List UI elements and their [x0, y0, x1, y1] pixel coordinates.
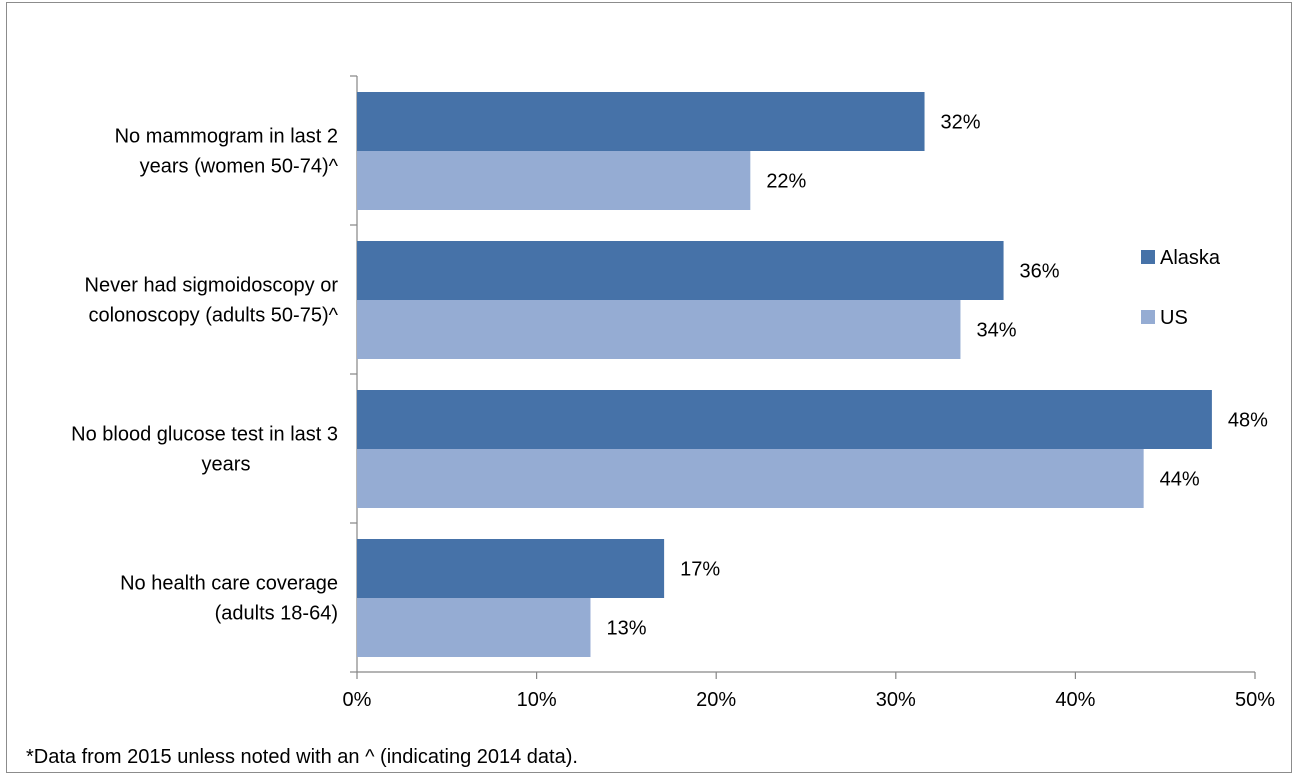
category-label: No mammogram in last 2: [115, 126, 338, 148]
bar-alaska-1: [357, 92, 925, 151]
category-label: Never had sigmoidoscopy or: [85, 275, 339, 297]
data-label: 48%: [1228, 410, 1268, 432]
footnote: *Data from 2015 unless noted with an ^ (…: [26, 746, 578, 768]
x-tick-label: 40%: [1055, 689, 1095, 711]
x-tick-label: 30%: [876, 689, 916, 711]
category-label: colonoscopy (adults 50-75)^: [88, 305, 338, 327]
legend-label: US: [1160, 307, 1188, 329]
data-label: 36%: [1020, 261, 1060, 283]
bar-us-2: [357, 300, 961, 359]
bar-alaska-4: [357, 539, 665, 598]
bar-us-3: [357, 449, 1144, 508]
x-tick-label: 20%: [696, 689, 736, 711]
category-label: years: [202, 454, 251, 476]
data-label: 34%: [976, 320, 1016, 342]
bar-alaska-2: [357, 241, 1004, 300]
data-label: 22%: [766, 171, 806, 193]
category-label: years (women 50-74)^: [140, 156, 339, 178]
category-label: No blood glucose test in last 3: [71, 424, 338, 446]
bar-alaska-3: [357, 390, 1212, 449]
legend-label: Alaska: [1160, 247, 1221, 269]
legend-swatch-alaska: [1141, 250, 1155, 264]
x-tick-label: 10%: [517, 689, 557, 711]
x-tick-label: 50%: [1235, 689, 1275, 711]
data-label: 44%: [1160, 469, 1200, 491]
category-label: (adults 18-64): [215, 603, 338, 625]
legend-swatch-us: [1141, 310, 1155, 324]
bar-us-1: [357, 151, 751, 210]
data-label: 17%: [680, 559, 720, 581]
bar-us-4: [357, 598, 591, 657]
data-label: 32%: [941, 112, 981, 134]
category-label: No health care coverage: [120, 573, 338, 595]
data-label: 13%: [606, 618, 646, 640]
x-tick-label: 0%: [343, 689, 372, 711]
